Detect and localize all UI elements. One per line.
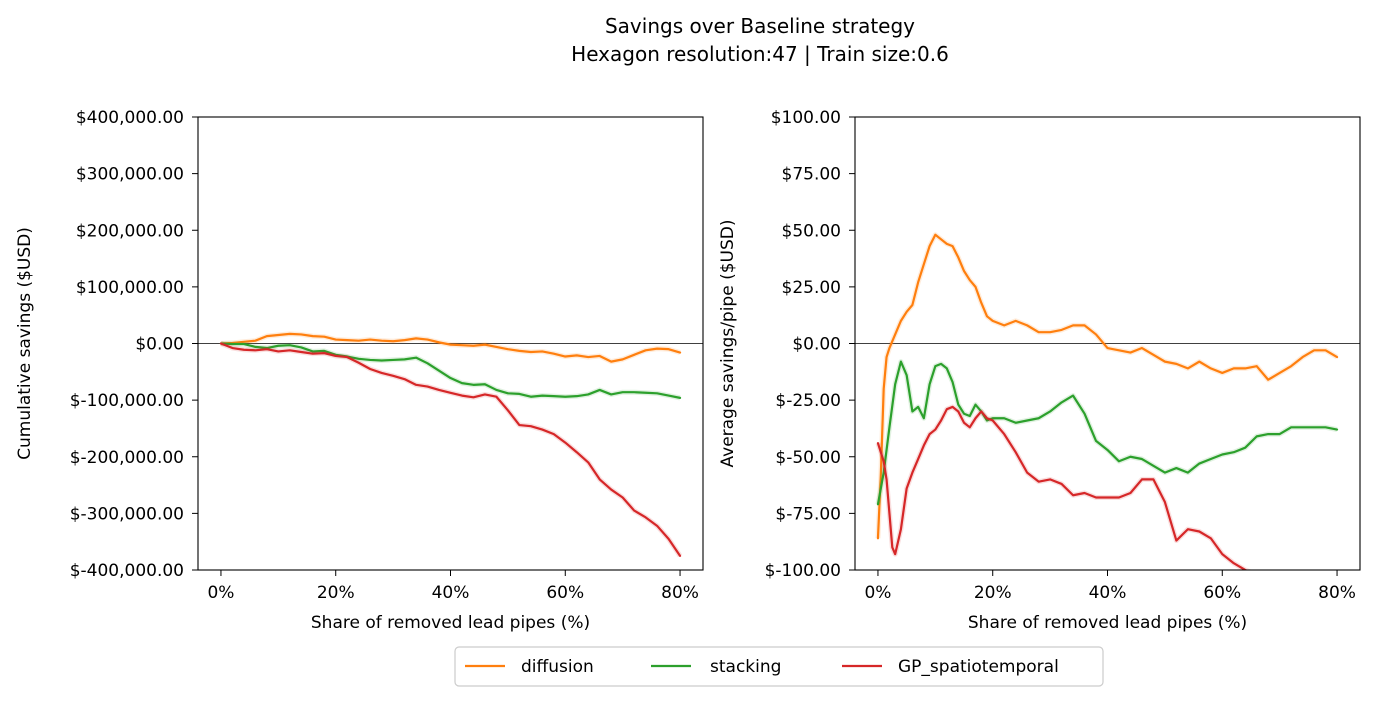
right-y-tick-label: $25.00 [782, 278, 841, 298]
left-y-tick-label: $-400,000.00 [70, 561, 184, 581]
left-y-tick-label: $-200,000.00 [70, 448, 184, 468]
right-x-tick-label: 40% [1089, 583, 1127, 603]
legend-label-gp-spatiotemporal: GP_spatiotemporal [898, 657, 1059, 677]
legend-frame [454, 646, 1104, 687]
left-y-tick-label: $-300,000.00 [70, 504, 184, 524]
left-chart-panel: $-400,000.00 $-300,000.00 $-200,000.00 $-10… [15, 108, 704, 633]
right-y-tick-label: $-75.00 [775, 504, 841, 524]
figure-subtitle: Hexagon resolution:47 | Train size:0.6 [571, 42, 949, 66]
right-series-band-stacking [875, 359, 1338, 505]
left-y-tick-label: $300,000.00 [76, 165, 184, 185]
legend-label-stacking: stacking [710, 657, 781, 677]
right-y-axis-label: Average savings/pipe ($USD) [718, 220, 738, 468]
legend: diffusion stacking GP_spatiotemporal [454, 646, 1104, 687]
left-x-tick-label: 40% [432, 583, 470, 603]
right-y-tick-label: $0.00 [792, 335, 841, 355]
right-series-line-diffusion [876, 233, 1339, 540]
right-x-tick-label: 0% [864, 583, 891, 603]
right-series-band-diffusion [875, 232, 1339, 539]
right-x-tick-label: 60% [1203, 583, 1241, 603]
left-series-line-stacking [219, 342, 682, 399]
left-y-tick-label: $400,000.00 [76, 108, 184, 128]
right-x-axis-label: Share of removed lead pipes (%) [968, 613, 1247, 633]
right-series-line-gp-spatiotemporal [876, 405, 1249, 570]
right-y-tick-label: $75.00 [782, 165, 841, 185]
left-y-tick-label: $100,000.00 [76, 278, 184, 298]
left-y-tick-label: $200,000.00 [76, 221, 184, 241]
right-series-line-stacking [876, 360, 1339, 506]
left-series-line-diffusion [219, 332, 682, 363]
left-y-tick-label: $0.00 [135, 335, 184, 355]
left-series-line-gp-spatiotemporal [219, 342, 682, 557]
right-x-tick-label: 80% [1318, 583, 1356, 603]
left-x-tick-label: 0% [207, 583, 234, 603]
right-y-tick-label: $-25.00 [775, 391, 841, 411]
left-x-tick-label: 60% [546, 583, 584, 603]
right-y-tick-label: $-50.00 [775, 448, 841, 468]
left-x-axis-label: Share of removed lead pipes (%) [311, 613, 590, 633]
left-x-tick-label: 80% [661, 583, 699, 603]
left-y-tick-label: $-100,000.00 [70, 391, 184, 411]
right-x-tick-label: 20% [974, 583, 1012, 603]
left-x-tick-label: 20% [317, 583, 355, 603]
right-y-tick-label: $-100.00 [765, 561, 841, 581]
figure-title: Savings over Baseline strategy [605, 14, 915, 38]
right-y-tick-label: $100.00 [771, 108, 841, 128]
right-y-tick-label: $50.00 [782, 221, 841, 241]
legend-label-diffusion: diffusion [521, 657, 594, 677]
right-chart-panel: $-100.00 $-75.00 $-50.00 $-25.00 $0.00 $25.00… [718, 108, 1361, 633]
left-y-axis-label: Cumulative savings ($USD) [15, 227, 35, 460]
